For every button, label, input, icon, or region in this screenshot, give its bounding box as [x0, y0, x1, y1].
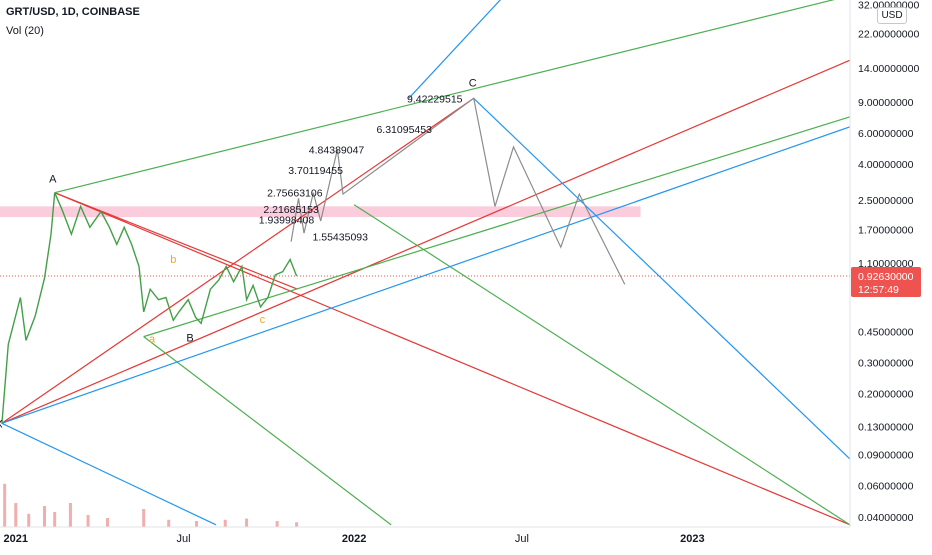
level-label: 4.84389047 — [309, 144, 365, 156]
time-tick-label: 2022 — [342, 533, 366, 545]
level-label: 3.70119455 — [288, 165, 343, 177]
symbol-title[interactable]: GRT/USD, 1D, COINBASE — [6, 6, 140, 18]
level-label: 1.55435093 — [313, 231, 369, 243]
current-price-badge — [851, 267, 921, 298]
pitchfork-blue-line — [473, 97, 851, 460]
volume-bar — [142, 509, 146, 527]
price-tick-label: 22.00000000 — [858, 28, 919, 40]
level-label: 1.93998408 — [259, 214, 315, 226]
time-axis[interactable]: 2021 Jul 2022 Jul 2023 — [4, 533, 705, 545]
currency-button[interactable]: USD — [877, 7, 907, 24]
time-tick-label: Jul — [515, 533, 529, 545]
annotation-layer: ABCXabc0.135516659.422295156.310954534.8… — [0, 77, 477, 430]
level-label: 2.75663106 — [267, 187, 323, 199]
level-label: 6.31095453 — [376, 124, 432, 136]
wave-label: C — [469, 77, 477, 89]
price-tick-label: 4.00000000 — [858, 159, 914, 171]
pitchfork-green-line — [353, 204, 851, 526]
price-tick-label: 0.09000000 — [858, 450, 914, 462]
volume-bar — [245, 518, 249, 527]
price-tick-label: 14.00000000 — [858, 63, 919, 75]
volume-indicator-label[interactable]: Vol (20) — [6, 25, 44, 37]
price-tick-label: 32.00000000 — [858, 0, 919, 12]
volume-bar — [167, 519, 171, 527]
wave-projection — [290, 97, 626, 285]
pitchfork-red-line — [54, 192, 298, 290]
pitchfork-red-line — [54, 192, 851, 526]
price-axis[interactable]: 32.00000000 22.00000000 14.00000000 9.00000… — [851, 0, 921, 524]
price-tick-label: 0.04000000 — [858, 512, 914, 524]
volume-layer — [3, 483, 299, 527]
wave-label: b — [170, 254, 176, 266]
volume-bar — [68, 503, 72, 527]
level-label: 2.21685153 — [263, 204, 319, 216]
volume-bar — [14, 503, 18, 527]
volume-bar — [275, 521, 279, 527]
pitchfork-blue-line — [1, 422, 217, 526]
price-tick-label: 6.00000000 — [858, 128, 914, 140]
pitchfork-green-line — [143, 336, 392, 526]
price-series — [1, 192, 298, 424]
pitchfork-layer — [0, 0, 851, 526]
price-tick-label: 0.30000000 — [858, 357, 914, 369]
price-tick-label: 0.45000000 — [858, 326, 914, 338]
level-label: 9.42229515 — [407, 93, 463, 105]
resistance-zone — [0, 206, 641, 218]
time-tick-label: Jul — [177, 533, 191, 545]
price-tick-label: 9.00000000 — [858, 97, 914, 109]
pitchfork-red-line — [1, 59, 851, 424]
price-tick-label: 2.50000000 — [858, 195, 914, 207]
volume-bar — [53, 512, 57, 527]
volume-bar — [42, 506, 46, 527]
wave-label: X — [0, 418, 3, 430]
volume-bar — [295, 522, 299, 527]
pitchfork-green-line — [54, 0, 835, 194]
time-tick-label: 2021 — [4, 533, 28, 545]
price-tick-label: 0.13000000 — [858, 421, 914, 433]
price-tick-label: 1.70000000 — [858, 225, 914, 237]
pitchfork-red-line — [1, 97, 475, 424]
volume-bar — [86, 515, 90, 527]
current-price-label: 0.92630000 — [858, 271, 914, 283]
pitchfork-blue-line — [408, 0, 502, 99]
volume-bar — [195, 521, 199, 527]
price-tick-label: 0.20000000 — [858, 388, 914, 400]
wave-label: B — [186, 333, 193, 345]
pitchfork-blue-line — [1, 126, 851, 424]
wave-label: c — [260, 314, 266, 326]
volume-bar — [3, 483, 7, 527]
wave-label: a — [149, 333, 156, 345]
price-tick-label: 0.06000000 — [858, 481, 914, 493]
countdown-label: 12:57:49 — [858, 284, 899, 296]
volume-bar — [27, 513, 31, 527]
price-layer — [1, 97, 626, 424]
pitchfork-green-line — [143, 116, 851, 338]
volume-bar — [223, 519, 227, 527]
wave-label: A — [49, 174, 57, 186]
resistance-zone-layer — [0, 206, 641, 218]
price-tick-label: 1.10000000 — [858, 258, 914, 270]
volume-bar — [106, 518, 110, 527]
time-tick-label: 2023 — [680, 533, 704, 545]
